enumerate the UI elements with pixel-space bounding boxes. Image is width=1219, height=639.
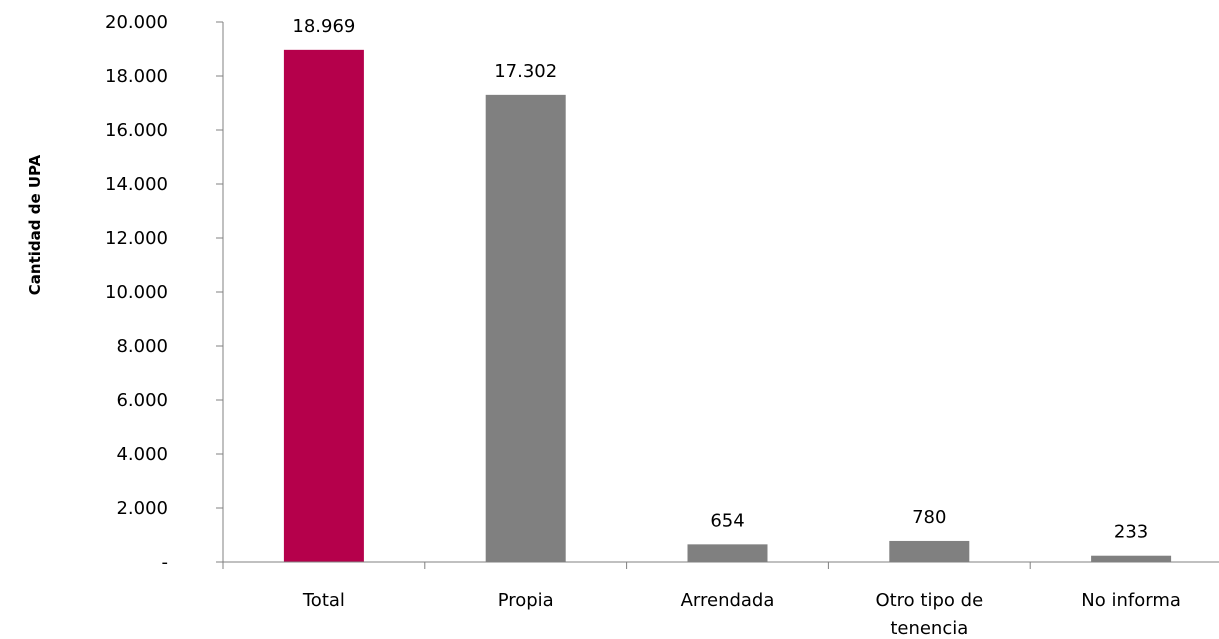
category-label: No informa: [1081, 590, 1181, 611]
y-tick-label: 20.000: [105, 12, 168, 33]
x-axis-categories: Total Propia Arrendada Otro tipo de tenencia…: [302, 590, 1181, 639]
y-tick-label: 8.000: [116, 336, 168, 357]
bar: [688, 544, 768, 562]
category-label: Arrendada: [681, 590, 775, 611]
y-tick-label: 4.000: [116, 444, 168, 465]
y-tick-label: 2.000: [116, 498, 168, 519]
y-tick-label: 12.000: [105, 228, 168, 249]
data-label: 233: [1114, 522, 1148, 543]
y-axis-label: Cantidad de UPA: [26, 154, 44, 295]
y-tick-label: 10.000: [105, 282, 168, 303]
y-tick-label: 18.000: [105, 66, 168, 87]
category-label: Total: [302, 590, 345, 611]
y-tick-label: -: [162, 552, 169, 573]
bars: [284, 50, 1171, 562]
bar: [486, 95, 566, 562]
data-label: 17.302: [494, 61, 557, 82]
category-label: Otro tipo de tenencia: [875, 590, 983, 639]
bar: [284, 50, 364, 562]
bar: [1091, 556, 1171, 562]
bar: [889, 541, 969, 562]
y-tick-label: 6.000: [116, 390, 168, 411]
y-tick-label: 14.000: [105, 174, 168, 195]
data-label: 780: [912, 507, 946, 528]
y-tick-label: 16.000: [105, 120, 168, 141]
y-axis-ticks: - 2.000 4.000 6.000 8.000 10.000 12.000 14.000 1…: [105, 12, 223, 573]
data-labels: 18.969 17.302 654 780 233: [292, 16, 1148, 543]
data-label: 18.969: [292, 16, 355, 37]
category-label: Propia: [498, 590, 554, 611]
data-label: 654: [710, 510, 744, 531]
axes: [223, 22, 1219, 569]
